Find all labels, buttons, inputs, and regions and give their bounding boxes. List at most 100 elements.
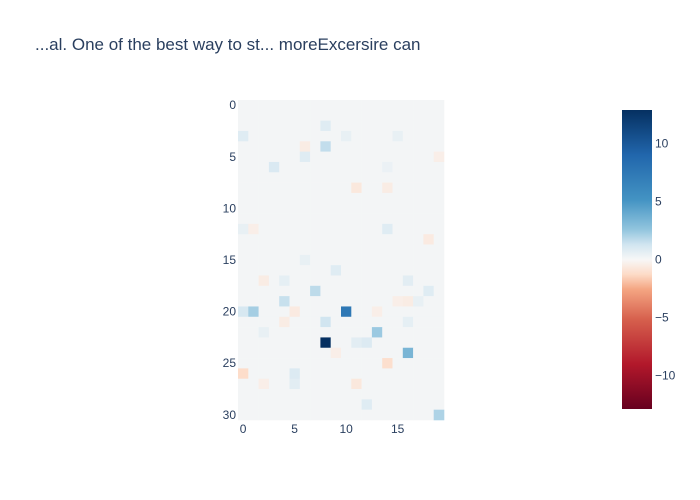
heatmap-cell [320, 358, 331, 369]
heatmap-cell [341, 244, 352, 256]
heatmap-cell [402, 141, 414, 152]
heatmap-cell [310, 254, 321, 266]
heatmap-cell [413, 327, 424, 338]
heatmap-cell [423, 296, 434, 307]
heatmap-cell [279, 275, 290, 287]
heatmap-cell [310, 161, 321, 173]
heatmap-cell [320, 399, 331, 410]
heatmap-cell [289, 223, 301, 235]
heatmap-cell [330, 409, 342, 421]
heatmap-cell [330, 213, 342, 225]
heatmap-cell [330, 275, 342, 287]
heatmap-cell [371, 296, 383, 307]
heatmap-cell [238, 347, 249, 359]
heatmap-cell [310, 203, 321, 214]
heatmap-cell [320, 368, 331, 380]
heatmap-cell [351, 316, 362, 328]
heatmap-cell [371, 399, 383, 410]
heatmap-cell [341, 285, 352, 297]
heatmap-cell [361, 254, 373, 266]
heatmap-cell [330, 172, 342, 183]
heatmap-cell [268, 130, 280, 142]
heatmap-cell [289, 409, 301, 421]
heatmap-cell [299, 234, 311, 245]
heatmap-cell [279, 172, 290, 183]
heatmap-cell [413, 399, 424, 410]
heatmap-cell [351, 182, 362, 194]
heatmap-cell [341, 120, 352, 132]
heatmap-cell [382, 110, 393, 121]
heatmap-cell [371, 337, 383, 349]
heatmap-cell [341, 347, 352, 359]
heatmap-cell [423, 244, 434, 256]
heatmap-cell [248, 182, 259, 194]
heatmap-cell [433, 296, 445, 307]
heatmap-cell [248, 296, 259, 307]
heatmap-cell [279, 130, 290, 142]
heatmap-cell [433, 358, 445, 369]
heatmap-cell [268, 244, 280, 256]
heatmap-cell [361, 141, 373, 152]
heatmap-cell [299, 347, 311, 359]
heatmap-cell [299, 296, 311, 307]
heatmap-cell [351, 327, 362, 338]
heatmap-cell [382, 130, 393, 142]
heatmap-cell [310, 265, 321, 276]
heatmap-cell [371, 358, 383, 369]
colorbar-tick-label: −5 [655, 310, 669, 324]
heatmap-cell [320, 275, 331, 287]
heatmap-cell [330, 244, 342, 256]
heatmap-cell [268, 213, 280, 225]
heatmap-cell [258, 337, 270, 349]
heatmap-cell [341, 130, 352, 142]
heatmap-cell [402, 409, 414, 421]
heatmap-cell [289, 265, 301, 276]
heatmap-cell [371, 254, 383, 266]
heatmap-cell [320, 347, 331, 359]
heatmap-cell [330, 182, 342, 194]
heatmap-cell [279, 203, 290, 214]
heatmap-cell [320, 234, 331, 245]
heatmap-cell [371, 316, 383, 328]
heatmap-cell [289, 213, 301, 225]
heatmap-cell [433, 316, 445, 328]
heatmap-cell [382, 358, 393, 369]
heatmap-cell [361, 130, 373, 142]
heatmap-cell [433, 327, 445, 338]
heatmap-cell [258, 358, 270, 369]
heatmap-cell [238, 265, 249, 276]
heatmap-cell [289, 296, 301, 307]
heatmap-cell [299, 120, 311, 132]
heatmap-cell [382, 389, 393, 400]
heatmap-cell [371, 347, 383, 359]
heatmap-cell [402, 161, 414, 173]
chart-title: ...al. One of the best way to st... more… [35, 35, 421, 54]
heatmap-cell [268, 347, 280, 359]
heatmap-cell [402, 172, 414, 183]
heatmap-cell [279, 265, 290, 276]
heatmap-cell [341, 296, 352, 307]
heatmap-cell [433, 337, 445, 349]
heatmap-cell [413, 337, 424, 349]
heatmap-cell [320, 254, 331, 266]
heatmap-cell [320, 110, 331, 121]
heatmap-cell [361, 296, 373, 307]
heatmap-cell [248, 316, 259, 328]
y-tick-label: 25 [223, 356, 237, 370]
heatmap-cell [433, 285, 445, 297]
heatmap-cell [248, 275, 259, 287]
heatmap-cell [413, 141, 424, 152]
heatmap-cell [341, 182, 352, 194]
heatmap-cell [320, 213, 331, 225]
heatmap-cell [310, 182, 321, 194]
heatmap-cell [289, 275, 301, 287]
heatmap-cell [433, 203, 445, 214]
heatmap-cell [268, 327, 280, 338]
heatmap-cell [258, 244, 270, 256]
heatmap-cell [382, 316, 393, 328]
heatmap-cell [382, 347, 393, 359]
heatmap-cell [258, 203, 270, 214]
heatmap-cell [392, 316, 404, 328]
heatmap-cell [402, 244, 414, 256]
heatmap-cell [402, 296, 414, 307]
